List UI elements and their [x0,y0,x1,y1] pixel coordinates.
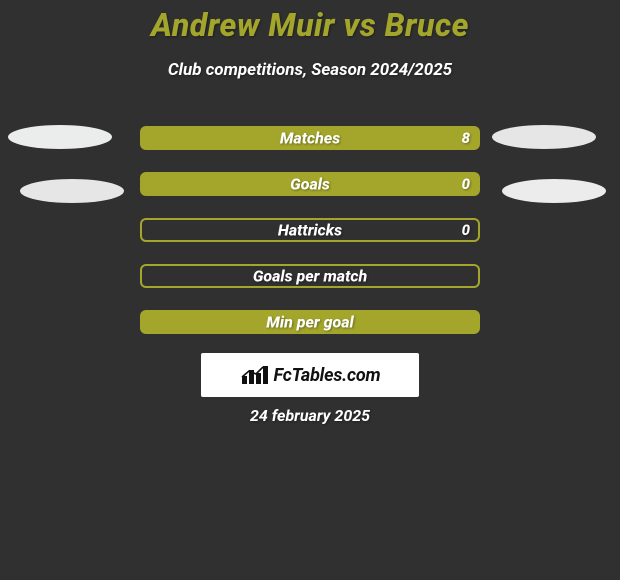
stat-bar-hattricks: Hattricks 0 [140,218,480,242]
player-right-badge-2 [502,179,606,203]
chart-canvas: Andrew Muir vs Bruce Club competitions, … [0,0,620,580]
player-left-badge-1 [8,125,112,149]
stat-value: 0 [462,175,470,193]
bar-chart-icon [240,364,268,386]
stat-bar-matches: Matches 8 [140,126,480,150]
stat-label: Hattricks [278,221,342,240]
stat-bar-goals-per-match: Goals per match [140,264,480,288]
player-left-badge-2 [20,179,124,203]
stat-label: Matches [280,129,340,148]
watermark-text: FcTables.com [274,365,381,386]
page-title: Andrew Muir vs Bruce [0,6,620,44]
stat-value: 0 [462,221,470,239]
stat-label: Goals per match [253,267,367,286]
stat-label: Min per goal [266,313,353,332]
stat-value: 8 [462,129,470,147]
player-right-badge-1 [492,125,596,149]
watermark: FcTables.com [201,353,419,397]
page-subtitle: Club competitions, Season 2024/2025 [0,60,620,80]
stat-label: Goals [290,175,330,194]
stat-bar-goals: Goals 0 [140,172,480,196]
date-footer: 24 february 2025 [0,406,620,425]
stat-bar-min-per-goal: Min per goal [140,310,480,334]
